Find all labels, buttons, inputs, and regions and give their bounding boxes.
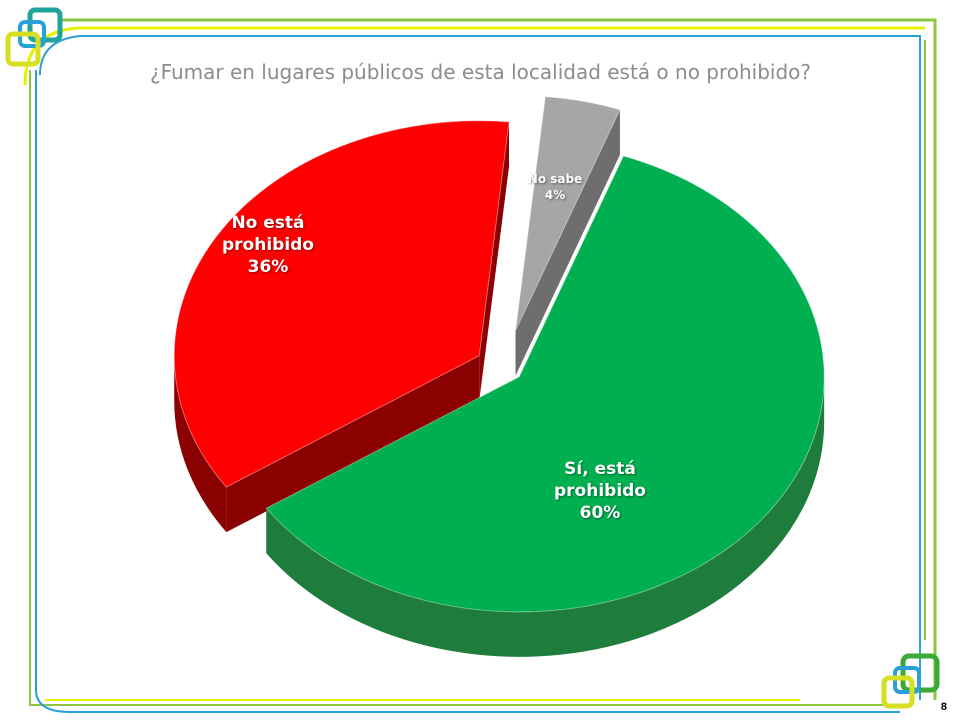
label-si-prohibido-line: prohibido <box>553 481 646 502</box>
label-no-prohibido-line: prohibido <box>221 235 314 256</box>
slice-si-prohibido-outer-wall <box>266 376 825 657</box>
logo-top-left <box>5 7 63 67</box>
label-no-prohibido-percent: 36% <box>247 257 289 278</box>
frame-line-green <box>60 18 937 700</box>
label-no-prohibido: No está prohibido 36% <box>213 212 323 278</box>
slice-no-prohibido-edge-1 <box>226 355 480 533</box>
label-no-sabe: No sabe 4% <box>516 172 594 203</box>
label-si-prohibido-line: Sí, está <box>564 459 636 479</box>
page-number: 8 <box>940 701 947 713</box>
slice-no-sabe-edge-2 <box>515 109 620 376</box>
slice-si-prohibido-top <box>265 155 825 613</box>
label-no-prohibido-line: No está <box>231 213 305 233</box>
label-no-sabe-line: No sabe <box>527 172 583 186</box>
label-si-prohibido: Sí, está prohibido 60% <box>545 458 655 524</box>
slice-no-sabe <box>515 96 621 376</box>
slice-no-prohibido-edge-2 <box>479 121 509 401</box>
slice-no-prohibido-outer-wall <box>174 355 227 533</box>
slice-no-prohibido <box>173 120 510 533</box>
label-si-prohibido-percent: 60% <box>579 503 621 524</box>
chart-title: ¿Fumar en lugares públicos de esta local… <box>149 60 812 84</box>
slice-no-sabe-top <box>515 96 621 331</box>
frame-line-blue <box>39 35 921 700</box>
frame-line-blue-left <box>35 70 900 713</box>
slice-si-prohibido <box>265 155 825 657</box>
logo-bottom-right <box>881 653 940 709</box>
label-no-sabe-percent: 4% <box>544 187 566 202</box>
frame-line-green-left <box>29 70 895 706</box>
slice-no-prohibido-top <box>173 120 510 488</box>
